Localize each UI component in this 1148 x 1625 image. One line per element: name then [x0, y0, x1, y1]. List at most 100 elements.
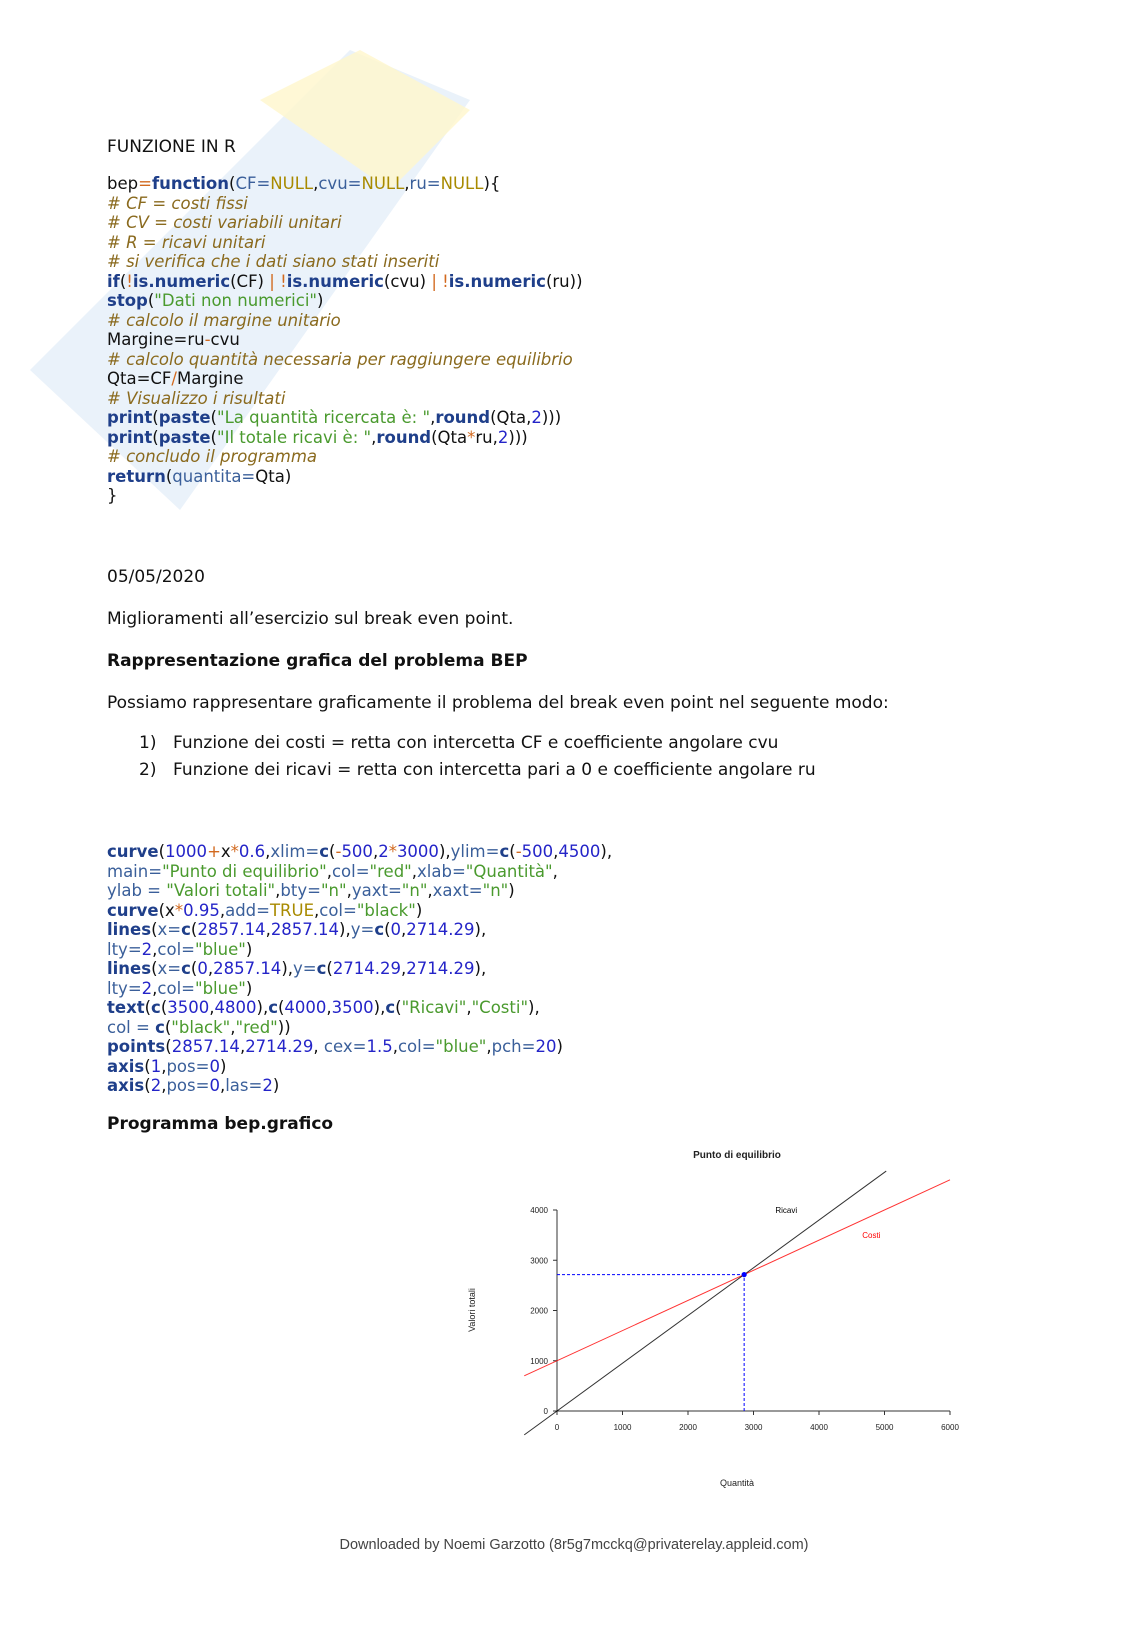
code-token: (	[165, 466, 173, 486]
code-token: 2	[150, 1076, 162, 1095]
code-token: c	[319, 842, 330, 861]
code-token: (	[151, 920, 158, 939]
code-token: 2714.29	[406, 959, 475, 978]
code-token: ),	[474, 959, 487, 978]
code-token: "Valori totali"	[166, 881, 276, 900]
code-token: (	[144, 1056, 151, 1076]
code-token: (	[158, 842, 166, 861]
y-tick-label: 0	[544, 1407, 549, 1416]
list-number: 1)	[139, 733, 157, 753]
code-token: (	[190, 959, 198, 978]
code-token: is.numeric	[132, 271, 231, 291]
code-token: quantita=	[172, 466, 256, 486]
code-token: (	[229, 174, 236, 193]
code-line: }	[107, 486, 583, 506]
code-line: # calcolo quantità necessaria per raggiu…	[107, 350, 583, 370]
code-token: 500	[521, 842, 554, 861]
code-token: NULL	[361, 174, 405, 193]
code-token: xlab=	[417, 861, 466, 881]
code-token: "n"	[401, 881, 428, 900]
code-token: 2	[141, 939, 153, 959]
code-token: ,	[314, 900, 320, 920]
code-token: ),	[528, 998, 540, 1017]
code-token: y=	[350, 920, 375, 939]
list-item: 1) Funzione dei costi = retta con interce…	[107, 733, 816, 760]
code-token: "n"	[320, 881, 347, 900]
code-token: 2	[262, 1076, 273, 1095]
code-token: c	[316, 959, 327, 978]
code-line: Margine=ru-cvu	[107, 330, 583, 350]
code-token: Margine=ru	[107, 330, 205, 349]
code-token: stop	[107, 291, 148, 310]
y-tick-label: 4000	[530, 1206, 548, 1215]
code-token: c	[385, 998, 396, 1017]
code-token: ,	[313, 174, 319, 193]
code-token: ,	[401, 959, 407, 978]
code-token: curve	[107, 842, 159, 861]
code-token: -	[515, 842, 522, 861]
code-token: (Qta,	[490, 408, 532, 427]
code-token: 0	[209, 1076, 220, 1095]
code-token: )	[415, 900, 423, 920]
code-token: 20	[535, 1037, 557, 1056]
code-token: (	[147, 291, 155, 310]
code-token: TRUE	[269, 900, 315, 920]
code-token: 4800	[214, 998, 257, 1017]
code-token: (	[329, 842, 336, 861]
code-token: # Visualizzo i risultati	[107, 388, 286, 408]
code-line: # concludo il programma	[107, 447, 583, 467]
code-line: axis(2,pos=0,las=2)	[107, 1076, 612, 1096]
code-token: xaxt=	[432, 881, 483, 900]
code-token: ),	[256, 998, 269, 1017]
code-token: ,	[404, 174, 410, 193]
code-token: (x	[158, 900, 175, 920]
code-token: 2857.14	[213, 959, 282, 978]
code-line: Qta=CF/Margine	[107, 369, 583, 389]
code-line: lty=2,col="blue")	[107, 979, 612, 999]
code-line: # CV = costi variabili unitari	[107, 213, 583, 233]
download-footer: Downloaded by Noemi Garzotto (8r5g7mcckq…	[339, 1537, 809, 1553]
code-token: NULL	[270, 174, 314, 193]
code-token: ,	[161, 1076, 167, 1095]
code-token: col=	[397, 1037, 436, 1056]
code-line: # R = ricavi unitari	[107, 233, 583, 253]
code-token: ru,	[475, 427, 498, 447]
code-line: axis(1,pos=0)	[107, 1057, 612, 1077]
code-token: Qta=CF	[107, 369, 172, 388]
code-line: main="Punto di equilibrio",col="red",xla…	[107, 862, 612, 882]
code-token: )	[556, 1037, 563, 1056]
code-token: 0	[209, 1056, 220, 1076]
code-token: ,	[466, 998, 472, 1017]
section-heading-program: Programma bep.grafico	[107, 1114, 334, 1134]
code-token: lty=	[107, 939, 142, 959]
code-token: "La quantità ricercata è: "	[216, 408, 431, 427]
code-token: ,	[486, 1037, 492, 1056]
series-line-costi	[524, 1179, 951, 1377]
numbered-list: 1) Funzione dei costi = retta con interce…	[107, 733, 816, 787]
code-token: ,	[553, 842, 559, 861]
code-token: "Ricavi"	[401, 998, 467, 1017]
code-token: ,	[346, 881, 352, 900]
code-token: =	[138, 174, 152, 193]
code-token: !	[442, 271, 449, 291]
code-token: ,	[371, 427, 377, 447]
code-token: (	[160, 998, 168, 1017]
code-token: bty=	[280, 881, 321, 900]
code-token: |	[269, 271, 275, 291]
code-token: col=	[319, 900, 357, 920]
code-token: 1	[150, 1056, 162, 1076]
code-token: round	[435, 408, 491, 427]
x-tick-label: 3000	[745, 1423, 763, 1432]
list-number: 2)	[139, 760, 157, 780]
code-token: ,	[275, 881, 281, 900]
x-tick-label: 6000	[941, 1423, 959, 1432]
code-token: (cvu)	[383, 271, 432, 291]
code-line: stop("Dati non numerici")	[107, 291, 583, 311]
code-token: lines	[107, 959, 152, 978]
code-token: 2714.29	[332, 959, 402, 978]
code-token: ,	[392, 1037, 398, 1056]
code-token: ,	[427, 881, 433, 900]
code-token: (	[119, 271, 127, 291]
code-line: # Visualizzo i risultati	[107, 389, 583, 409]
code-token: +	[207, 842, 221, 861]
